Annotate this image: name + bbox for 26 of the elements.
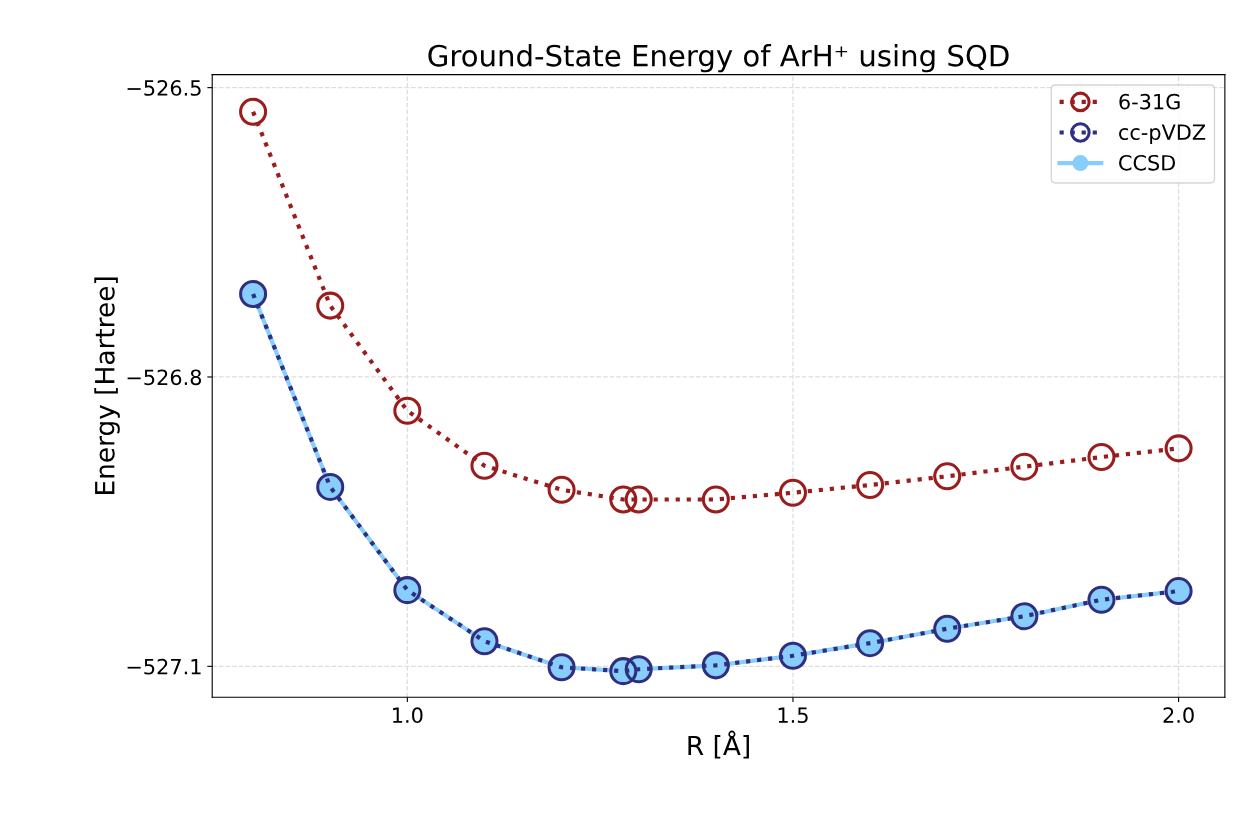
- point: [1164, 434, 1193, 463]
- point: [609, 485, 638, 514]
- x-axis-title: R [Å]: [688, 730, 749, 759]
- legend-label: 6-31G: [1119, 93, 1180, 110]
- point: [1010, 452, 1039, 481]
- point: [701, 485, 730, 514]
- y-axis-title: Energy [Hartree]: [94, 277, 120, 494]
- point: [856, 470, 885, 500]
- x-tick-label: 1.5: [778, 707, 808, 724]
- point: [624, 485, 653, 514]
- x-tick-label: 1.0: [393, 707, 423, 724]
- point: [393, 396, 422, 425]
- point: [470, 451, 499, 480]
- x-tick-label: 2.0: [1163, 707, 1194, 724]
- point: [1087, 443, 1116, 472]
- legend-label: cc-pVDZ: [1119, 124, 1206, 145]
- chart-title: Ground-State Energy of ArH⁺ using SQD: [428, 44, 1009, 73]
- y-tick-label: −526.8: [127, 369, 202, 386]
- point: [547, 475, 576, 504]
- y-tick-label: −527.1: [127, 658, 201, 675]
- point: [778, 478, 807, 507]
- legend-label: CCSD: [1119, 154, 1176, 171]
- point: [239, 97, 268, 126]
- point: [933, 462, 962, 491]
- point: [316, 291, 345, 320]
- y-tick-label: −526.5: [127, 80, 201, 96]
